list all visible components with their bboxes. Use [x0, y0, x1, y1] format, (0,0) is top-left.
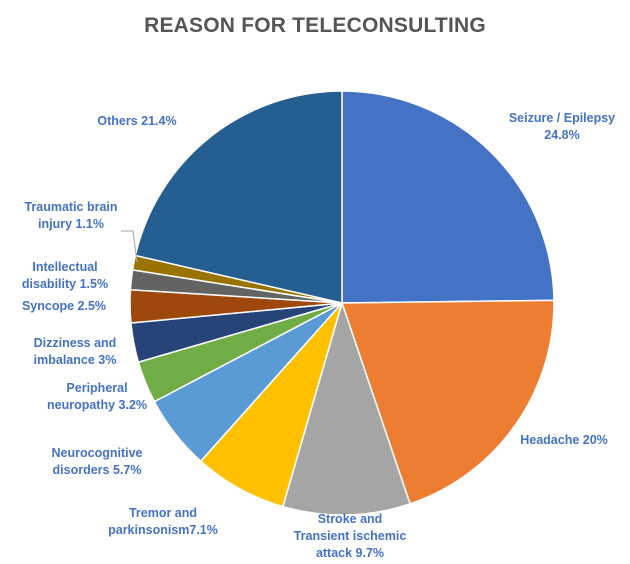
slice-label-headache: Headache 20% — [520, 433, 608, 447]
pie-slice-headache — [340, 299, 555, 505]
leader-line-traumatic-brain-injury — [121, 230, 138, 263]
pie-slices — [129, 90, 555, 516]
slice-label-traumatic-brain-injury: Traumatic brain injury 1.1% — [24, 200, 117, 231]
slice-label-dizziness-and-imbalance: Dizziness and imbalance 3% — [34, 336, 117, 367]
leader-lines — [121, 230, 138, 263]
slice-label-peripheral-neuropathy: Peripheral neuropathy 3.2% — [47, 381, 147, 412]
chart-title: REASON FOR TELECONSULTING — [144, 14, 486, 37]
slice-label-intellectual-disability: Intellectual disability 1.5% — [22, 260, 108, 291]
slice-label-others: Others 21.4% — [97, 114, 176, 128]
slice-label-syncope: Syncope 2.5% — [22, 299, 106, 313]
pie-slice-others — [134, 90, 343, 304]
pie-slice-stroke-and-transient-ischemic-attack — [281, 300, 411, 516]
pie-slice-seizure-epilepsy — [341, 90, 555, 304]
slice-label-seizure-epilepsy: Seizure / Epilepsy 24.8% — [509, 111, 615, 142]
slice-label-neurocognitive-disorders: Neurocognitive disorders 5.7% — [52, 446, 143, 477]
slice-label-stroke-and-transient-ischemic-attack: Stroke and Transient ischemic attack 9.7% — [294, 512, 407, 560]
slice-label-tremor-and-parkinsonism: Tremor and parkinsonism7.1% — [108, 506, 218, 537]
slice-labels: Seizure / Epilepsy 24.8% Headache 20% Strok… — [22, 111, 615, 560]
